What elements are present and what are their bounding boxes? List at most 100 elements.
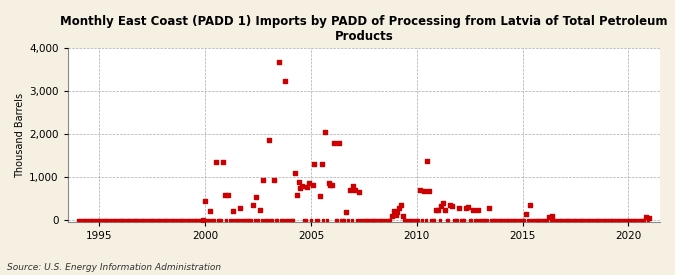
Point [228,208,239,213]
Point [193,218,204,223]
Point [552,218,563,223]
Point [148,218,159,223]
Point [180,218,191,223]
Point [237,218,248,223]
Point [575,218,586,223]
Point [418,189,429,193]
Point [168,218,179,223]
Point [485,218,496,223]
Point [434,218,445,223]
Point [450,218,461,223]
Point [105,218,115,223]
Point [522,218,533,223]
Point [260,218,271,223]
Point [154,218,165,223]
Point [623,218,634,223]
Point [186,218,196,223]
Point [612,218,623,223]
Point [466,218,477,223]
Point [275,218,286,223]
Point [136,218,147,223]
Point [494,218,505,223]
Point [251,195,262,199]
Point [333,141,344,145]
Point [355,218,366,223]
Point [620,218,630,223]
Point [591,218,602,223]
Point [429,218,439,223]
Point [471,218,482,223]
Point [422,159,433,163]
Point [506,218,517,223]
Point [598,218,609,223]
Point [477,218,487,223]
Point [307,183,318,187]
Point [82,218,92,223]
Point [360,218,371,223]
Point [580,218,591,223]
Point [480,218,491,223]
Point [438,201,449,205]
Point [126,218,136,223]
Point [325,183,335,187]
Point [254,207,265,212]
Point [214,218,225,223]
Point [597,218,608,223]
Point [170,218,181,223]
Point [300,218,311,223]
Point [277,218,288,223]
Point [179,218,190,223]
Point [531,218,542,223]
Point [502,218,512,223]
Point [535,218,545,223]
Point [545,218,556,223]
Point [133,218,144,223]
Point [397,214,408,218]
Point [234,218,244,223]
Point [182,218,193,223]
Point [352,218,362,223]
Point [547,214,558,218]
Point [500,218,510,223]
Point [508,218,519,223]
Point [311,218,322,223]
Point [110,218,121,223]
Point [457,218,468,223]
Point [225,218,236,223]
Point [189,218,200,223]
Point [639,218,649,223]
Point [491,218,502,223]
Point [99,218,110,223]
Point [408,218,418,223]
Point [87,218,98,223]
Point [134,218,145,223]
Point [202,218,213,223]
Point [122,218,133,223]
Point [205,208,216,213]
Point [637,218,648,223]
Point [320,130,331,134]
Point [120,218,131,223]
Point [330,218,341,223]
Point [628,218,639,223]
Point [246,218,256,223]
Point [441,218,452,223]
Point [94,218,105,223]
Point [621,218,632,223]
Point [130,218,140,223]
Point [376,218,387,223]
Point [447,204,458,208]
Point [78,218,89,223]
Point [609,218,620,223]
Point [554,218,565,223]
Point [318,218,329,223]
Point [111,218,122,223]
Point [425,218,436,223]
Point [464,218,475,223]
Point [92,218,103,223]
Point [207,218,217,223]
Point [115,218,126,223]
Point [367,218,378,223]
Point [570,218,580,223]
Point [493,218,504,223]
